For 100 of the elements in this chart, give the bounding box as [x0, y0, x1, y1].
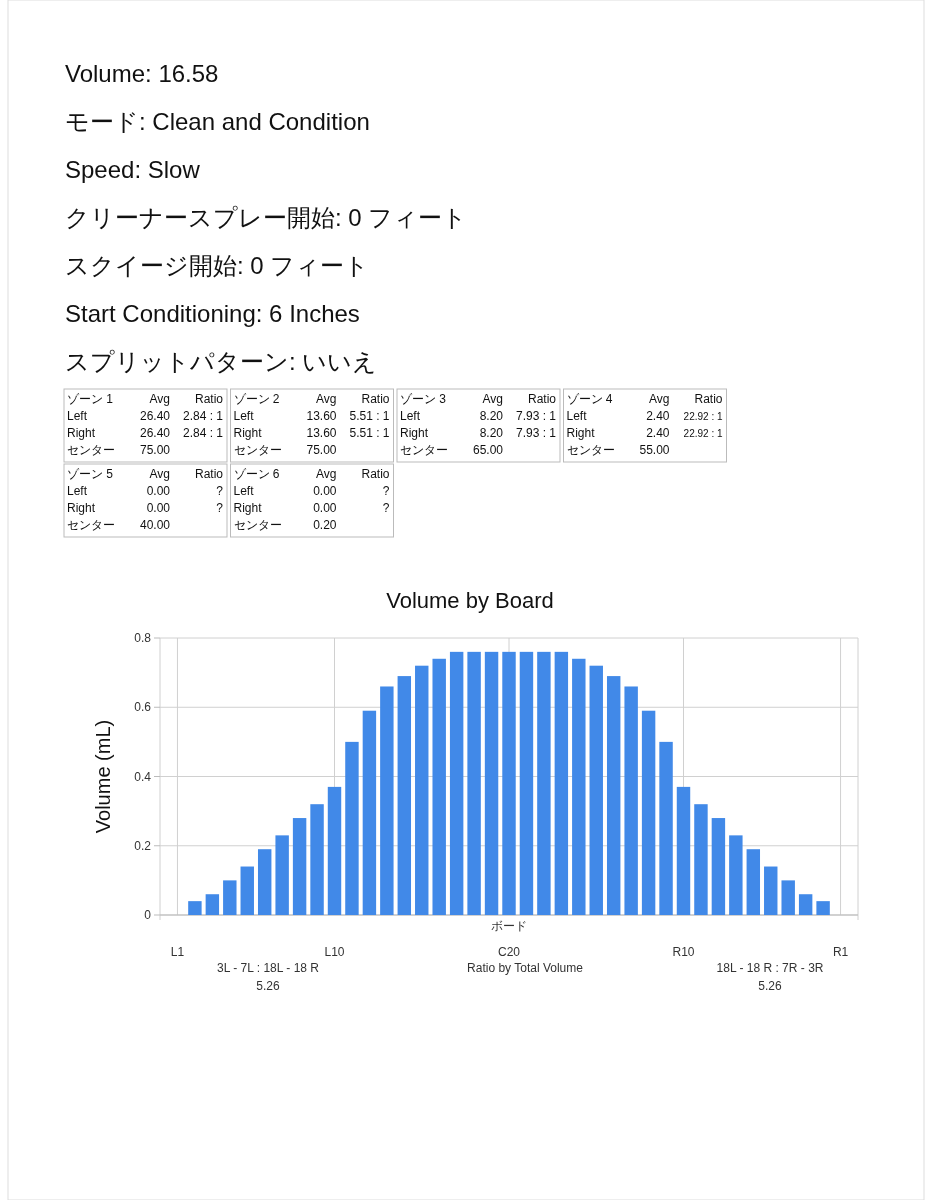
text: 75.00: [306, 443, 337, 457]
bar: [519, 651, 534, 915]
x-tick-label: L1: [170, 945, 185, 959]
text: Right: [400, 426, 429, 440]
y-axis-title: Volume (mL): [92, 719, 114, 834]
text: 2.84 : 1: [182, 426, 224, 440]
bar: [659, 741, 673, 915]
text: センター: [233, 443, 282, 457]
text: 75.00: [139, 443, 171, 457]
bar: [380, 686, 394, 915]
text: ゾーン 1: [67, 392, 114, 406]
text: センター: [233, 518, 282, 532]
bar: [467, 651, 481, 915]
text: 0.20: [313, 518, 337, 532]
bar: [397, 676, 412, 915]
text: ?: [382, 501, 390, 515]
x-tick-label: C20: [497, 945, 521, 959]
text: Right: [233, 501, 263, 515]
text: 22.92 : 1: [683, 428, 723, 439]
text: Right: [566, 426, 596, 440]
text: 2.40: [646, 409, 670, 423]
text: 5.26: [256, 979, 280, 993]
chart-title: Volume by Board: [386, 588, 554, 613]
x-tick-label: L10: [324, 945, 345, 959]
bar: [275, 835, 289, 915]
text: 7.93 : 1: [515, 409, 557, 423]
text: Avg: [316, 467, 337, 481]
bar: [537, 651, 551, 915]
text: 3L - 7L : 18L - 18 R: [216, 961, 320, 975]
x-axis-title: ボード: [491, 919, 527, 933]
bar: [484, 651, 499, 915]
bar: [188, 901, 202, 915]
text: Ratio: [527, 392, 557, 406]
text: センター: [67, 443, 115, 457]
bar: [345, 741, 359, 915]
text: 13.60: [306, 409, 337, 423]
bar: [676, 786, 691, 915]
text: 0.00: [146, 484, 171, 498]
bar: [223, 880, 237, 915]
text: 22.92 : 1: [683, 411, 723, 422]
text: ?: [216, 501, 224, 515]
text: 5.26: [758, 979, 782, 993]
bar: [606, 676, 621, 915]
text: ?: [382, 484, 390, 498]
bar: [694, 804, 708, 915]
text: Avg: [649, 392, 670, 406]
text: Left: [67, 409, 88, 423]
text: Ratio: [694, 392, 723, 406]
text: 26.40: [139, 426, 171, 440]
bar: [449, 651, 464, 915]
text: Speed: Slow: [65, 156, 201, 183]
text: Left: [400, 409, 421, 423]
bar: [798, 894, 813, 915]
text: Avg: [149, 392, 170, 406]
text: Right: [67, 501, 96, 515]
y-tick-label: 0.2: [134, 838, 152, 853]
bar: [292, 818, 307, 915]
text: スプリットパターン: いいえ: [65, 348, 378, 375]
bar: [746, 849, 761, 915]
bar: [781, 880, 795, 915]
bar: [641, 710, 656, 915]
text: Avg: [149, 467, 170, 481]
text: センター: [67, 518, 115, 532]
text: 5.51 : 1: [349, 409, 390, 423]
text: スクイージ開始: 0 フィート: [65, 252, 370, 279]
text: 65.00: [472, 443, 504, 457]
text: Avg: [316, 392, 337, 406]
x-tick-label: R10: [672, 945, 695, 959]
text: Volume: 16.58: [65, 60, 219, 87]
text: 0.00: [146, 501, 171, 515]
y-tick-label: 0.8: [134, 631, 152, 645]
text: Left: [233, 484, 255, 498]
bar: [589, 665, 603, 915]
bar: [362, 710, 377, 915]
text: Right: [233, 426, 263, 440]
y-tick-label: 0.4: [134, 769, 152, 784]
text: Left: [233, 409, 255, 423]
text: ゾーン 4: [566, 392, 613, 406]
x-tick-label: R1: [832, 945, 849, 959]
text: Ratio: [361, 392, 390, 406]
bar: [257, 849, 272, 915]
text: 0.00: [313, 484, 337, 498]
bar: [415, 665, 429, 915]
text: Ratio by Total Volume: [467, 961, 584, 975]
bar: [554, 651, 569, 915]
text: 40.00: [139, 518, 171, 532]
text: Left: [566, 409, 588, 423]
text: クリーナースプレー開始: 0 フィート: [65, 204, 468, 231]
text: センター: [566, 443, 615, 457]
text: 0.00: [313, 501, 337, 515]
text: Right: [67, 426, 96, 440]
text: 8.20: [479, 426, 504, 440]
text: 2.40: [646, 426, 670, 440]
text: Left: [67, 484, 88, 498]
bar: [764, 866, 778, 915]
y-tick-label: 0: [144, 908, 152, 922]
text: ゾーン 2: [233, 392, 280, 406]
text: モード: Clean and Condition: [65, 108, 370, 135]
text: 26.40: [139, 409, 171, 423]
text: ゾーン 6: [233, 467, 280, 481]
